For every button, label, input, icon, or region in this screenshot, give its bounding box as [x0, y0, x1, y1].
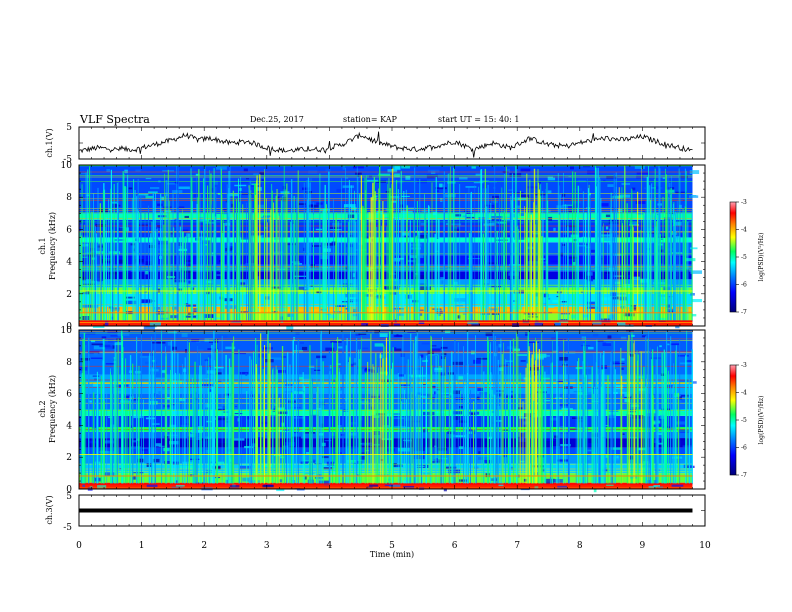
- time-axis-tick-labels: 0 1 2 3 4 5 6 7 8 9 10: [76, 541, 711, 551]
- freq-tick-label: 4: [66, 421, 72, 431]
- colorbar-tick-label: -6: [741, 282, 747, 289]
- freq-tick-label: 10: [61, 326, 73, 336]
- freq-tick-label: 6: [66, 390, 72, 400]
- time-tick-label: 2: [201, 541, 207, 551]
- date-label: Dec.25, 2017: [250, 115, 304, 124]
- ch1-spectrogram-ticks: [78, 164, 706, 327]
- time-tick-label: 1: [139, 541, 145, 551]
- freq-tick-label: 0: [66, 322, 72, 332]
- colorbar-tick-label: -7: [741, 309, 747, 316]
- ch3-ticks: [78, 495, 706, 526]
- ch1-spectrogram-image: [79, 165, 702, 330]
- freq-tick-label: 6: [66, 225, 72, 235]
- ch2-colorbar-ticks: -3 -4 -5 -6 -7: [736, 362, 747, 479]
- time-tick-label: 8: [577, 541, 583, 551]
- ch1-waveform-line: [78, 131, 693, 158]
- freq-tick-label: 2: [66, 453, 72, 463]
- figure-title: VLF Spectra: [79, 113, 150, 126]
- ch2-spectrogram-ylabel: ch.2: [38, 400, 47, 417]
- colorbar-tick-label: -6: [741, 445, 747, 452]
- ch3-ytick-bottom: -5: [63, 523, 72, 533]
- station-label: station= KAP: [343, 115, 398, 124]
- freq-tick-label: 8: [66, 358, 72, 368]
- ch1-ytick-top: 5: [66, 123, 72, 133]
- freq-tick-label: 10: [61, 161, 73, 171]
- ch1-frequency-axis-label: Frequency (kHz): [48, 212, 57, 280]
- ch1-freq-tick-labels: 0 2 4 6 8 10: [61, 161, 73, 332]
- ch1-colorbar-label: log(PSD)(V²/Hz): [758, 233, 765, 282]
- time-tick-label: 6: [452, 541, 458, 551]
- ch2-frequency-axis-label: Frequency (kHz): [48, 375, 57, 443]
- colorbar-tick-label: -5: [741, 254, 747, 261]
- ch3-ylabel: ch.3(V): [45, 495, 54, 524]
- ch1-colorbar: [729, 201, 737, 313]
- freq-tick-label: 0: [66, 485, 72, 495]
- ch3-ytick-top: 5: [66, 492, 72, 502]
- colorbar-tick-label: -3: [741, 199, 747, 206]
- ch1-ytick-bottom: -5: [63, 155, 72, 165]
- ch1-waveform-panel: 5 -5 ch.1(V): [45, 123, 706, 165]
- freq-tick-label: 8: [66, 193, 72, 203]
- ch1-ticks: [78, 127, 706, 159]
- ch2-colorbar: [729, 364, 737, 476]
- time-tick-label: 7: [514, 541, 520, 551]
- ch2-spectrogram-ticks: [78, 329, 706, 490]
- freq-tick-label: 4: [66, 258, 72, 268]
- ch1-ylabel: ch.1(V): [45, 128, 54, 157]
- time-tick-label: 9: [640, 541, 646, 551]
- freq-tick-label: 2: [66, 290, 72, 300]
- time-tick-label: 3: [264, 541, 270, 551]
- time-tick-label: 10: [699, 541, 711, 551]
- start-time-label: start UT = 15: 40: 1: [438, 115, 519, 124]
- ch2-freq-tick-labels: 0 2 4 6 8 10: [61, 326, 73, 495]
- ch2-spectrogram-image: [79, 330, 697, 493]
- ch1-plot-frame: [78, 126, 706, 160]
- time-tick-label: 0: [76, 541, 82, 551]
- time-tick-label: 5: [389, 541, 395, 551]
- colorbar-tick-label: -4: [741, 390, 747, 397]
- colorbar-tick-label: -5: [741, 417, 747, 424]
- time-axis-label: Time (min): [370, 550, 414, 559]
- ch2-colorbar-label: log(PSD)(V²/Hz): [758, 396, 765, 445]
- time-tick-label: 4: [327, 541, 333, 551]
- colorbar-tick-label: -4: [741, 227, 747, 234]
- ch1-spectrogram-ylabel: ch.1: [38, 237, 47, 254]
- colorbar-tick-label: -3: [741, 362, 747, 369]
- ch3-waveform-panel: 5 -5 ch.3(V) 0 1 2 3 4 5 6 7 8 9 10 Time (min): [45, 492, 711, 559]
- ch1-colorbar-ticks: -3 -4 -5 -6 -7: [736, 199, 747, 316]
- colorbar-tick-label: -7: [741, 472, 747, 479]
